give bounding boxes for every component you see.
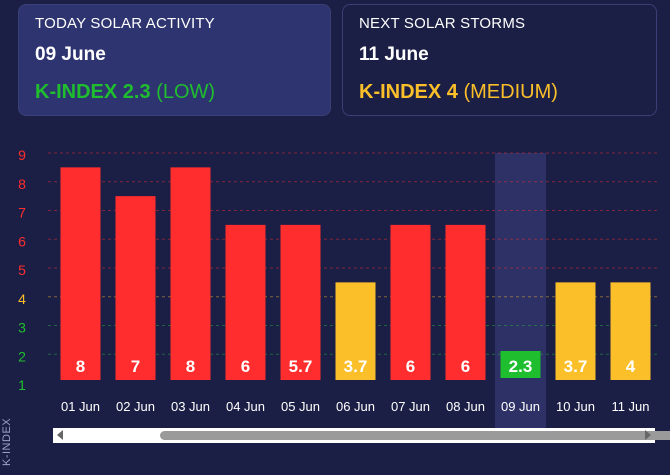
- y-tick-label: 2: [18, 348, 26, 364]
- bar-value-label: 3.7: [344, 357, 368, 376]
- bar-value-label: 6: [406, 357, 415, 376]
- y-tick-label: 8: [18, 176, 26, 192]
- scroll-right-arrow-icon[interactable]: [645, 430, 651, 440]
- today-kindex-level: (LOW): [156, 81, 216, 103]
- next-kindex-value: K-INDEX 4: [359, 81, 458, 103]
- x-tick-label: 07 Jun: [391, 399, 430, 414]
- x-tick-label: 03 Jun: [171, 399, 210, 414]
- bar[interactable]: [610, 282, 651, 380]
- x-tick-label: 09 Jun: [501, 399, 540, 414]
- x-tick-label: 08 Jun: [446, 399, 485, 414]
- bar[interactable]: [445, 224, 486, 380]
- bar-value-label: 8: [186, 357, 195, 376]
- today-solar-activity-card: TODAY SOLAR ACTIVITY 09 June K-INDEX 2.3…: [18, 4, 331, 116]
- next-card-header: NEXT SOLAR STORMS: [359, 15, 526, 32]
- y-tick-label: 3: [18, 320, 26, 336]
- bar[interactable]: [555, 282, 596, 380]
- x-tick-label: 06 Jun: [336, 399, 375, 414]
- y-tick-label: 9: [18, 147, 26, 163]
- scroll-left-arrow-icon[interactable]: [57, 430, 63, 440]
- bar-value-label: 6: [461, 357, 470, 376]
- bar-value-label: 7: [131, 357, 140, 376]
- bar-value-label: 8: [76, 357, 85, 376]
- bar[interactable]: [390, 224, 431, 380]
- today-kindex: K-INDEX 2.3 (LOW): [35, 81, 314, 104]
- x-tick-label: 04 Jun: [226, 399, 265, 414]
- bar[interactable]: [280, 224, 321, 380]
- x-tick-label: 02 Jun: [116, 399, 155, 414]
- y-tick-label: 7: [18, 205, 26, 221]
- today-date: 09 June: [35, 44, 106, 65]
- scrollbar-thumb[interactable]: [160, 431, 670, 440]
- bar-value-label: 3.7: [564, 357, 588, 376]
- next-kindex-level: (MEDIUM): [463, 81, 558, 103]
- x-tick-label: 05 Jun: [281, 399, 320, 414]
- x-tick-label: 11 Jun: [611, 399, 649, 414]
- bar[interactable]: [225, 224, 266, 380]
- today-card-header: TODAY SOLAR ACTIVITY: [35, 15, 215, 32]
- bar[interactable]: [115, 196, 156, 380]
- bar-value-label: 6: [241, 357, 250, 376]
- next-kindex: K-INDEX 4 (MEDIUM): [359, 81, 640, 104]
- y-tick-label: 6: [18, 233, 26, 249]
- bar-value-label: 5.7: [289, 357, 313, 376]
- y-tick-label: 5: [18, 262, 26, 278]
- bar[interactable]: [170, 167, 211, 380]
- bar[interactable]: [60, 167, 101, 380]
- y-tick-label: 1: [18, 377, 26, 393]
- y-tick-label: 4: [18, 291, 26, 307]
- next-solar-storms-card: NEXT SOLAR STORMS 11 June K-INDEX 4 (MED…: [342, 4, 657, 116]
- highlight-column: [495, 153, 546, 428]
- chart-scrollbar[interactable]: [53, 428, 670, 443]
- today-kindex-value: K-INDEX 2.3: [35, 81, 151, 103]
- y-axis-side-label: K-INDEX: [1, 417, 13, 466]
- x-tick-label: 10 Jun: [556, 399, 595, 414]
- next-date: 11 June: [359, 44, 429, 65]
- x-tick-label: 01 Jun: [61, 399, 100, 414]
- bar-value-label: 2.3: [509, 357, 533, 376]
- bar[interactable]: [335, 282, 376, 380]
- bar[interactable]: [500, 351, 541, 378]
- bar-value-label: 4: [626, 357, 636, 376]
